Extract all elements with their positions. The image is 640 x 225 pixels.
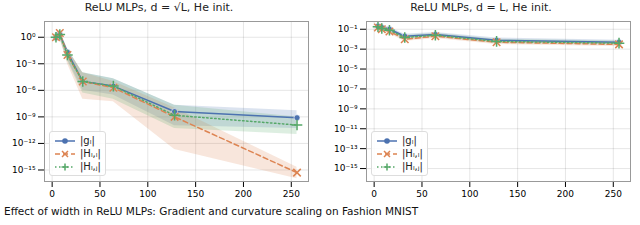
svg-text:10⁻¹⁵: 10⁻¹⁵ [334, 163, 358, 173]
svg-text:10⁰: 10⁰ [20, 32, 35, 42]
html-text:Effect of width in ReLU MLPs:: Effect of width in ReLU MLPs: Gradient a… [4, 205, 419, 217]
svg-text:10⁻⁶: 10⁻⁶ [16, 85, 36, 95]
svg-text:10⁻⁹: 10⁻⁹ [16, 112, 36, 122]
svg-text:10⁻³: 10⁻³ [16, 59, 36, 69]
svg-text:250: 250 [605, 189, 622, 199]
svg-text:10⁻⁹: 10⁻⁹ [338, 104, 358, 114]
svg-text:10⁻¹⁵: 10⁻¹⁵ [12, 165, 36, 175]
svg-text:0: 0 [49, 189, 55, 199]
svg-text:150: 150 [187, 189, 204, 199]
svg-text:10⁻¹¹: 10⁻¹¹ [334, 124, 358, 134]
svg-text:100: 100 [139, 189, 156, 199]
svg-text:100: 100 [461, 189, 478, 199]
html-text:|Hₗ,ₗ|: |Hₗ,ₗ| [402, 148, 423, 159]
html-text:|Hₗ,ₗ|: |Hₗ,ₗ| [80, 148, 101, 159]
svg-text:10⁻¹³: 10⁻¹³ [334, 144, 358, 154]
svg-text:10⁻³: 10⁻³ [338, 44, 358, 54]
svg-text:50: 50 [94, 189, 106, 199]
html-text:|gₗ|: |gₗ| [80, 135, 95, 146]
svg-text:10⁻¹: 10⁻¹ [338, 24, 358, 34]
svg-text:200: 200 [557, 189, 574, 199]
svg-text:250: 250 [283, 189, 300, 199]
svg-text:0: 0 [371, 189, 377, 199]
svg-text:10⁻⁵: 10⁻⁵ [338, 64, 358, 74]
svg-text:200: 200 [235, 189, 252, 199]
html-text:|Hₗ,ⱼ|: |Hₗ,ⱼ| [402, 161, 423, 172]
svg-text:150: 150 [509, 189, 526, 199]
html-text:|Hₗ,ⱼ|: |Hₗ,ⱼ| [80, 161, 101, 172]
svg-text:10⁻¹²: 10⁻¹² [12, 138, 36, 148]
svg-text:50: 50 [416, 189, 428, 199]
svg-text:10⁻⁷: 10⁻⁷ [338, 84, 358, 94]
html-text:ReLU MLPs, d = √L, He init.: ReLU MLPs, d = √L, He init. [84, 1, 234, 14]
html-text:|gₗ|: |gₗ| [402, 135, 417, 146]
html-text:ReLU MLPs, d = L, He init.: ReLU MLPs, d = L, He init. [410, 1, 552, 14]
